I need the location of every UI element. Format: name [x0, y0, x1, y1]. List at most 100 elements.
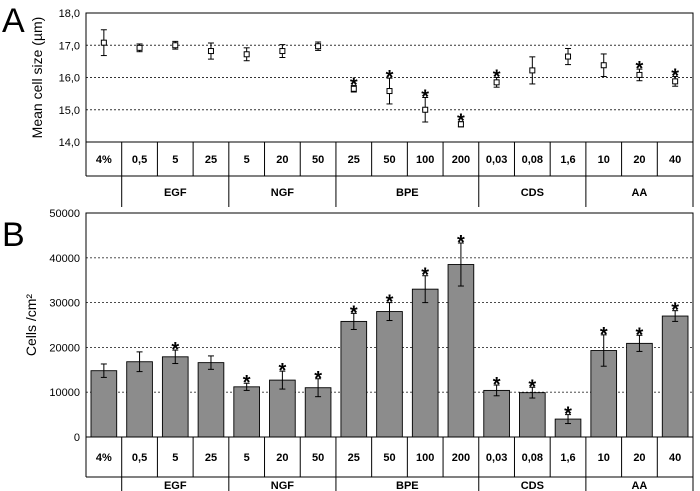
- significance-marker: *: [457, 232, 465, 254]
- category-label: 40: [669, 452, 681, 464]
- panel-a-chart: 14,0 15,0 16,0 17,0 18,0 Mean cell size (µm) *…: [29, 8, 694, 207]
- bar: [197, 362, 225, 438]
- y-tick-label: 15,0: [59, 105, 80, 117]
- group-label: NGF: [271, 187, 295, 199]
- data-point: [636, 71, 643, 78]
- y-tick-label: 17,0: [59, 40, 80, 52]
- bar: [519, 392, 546, 438]
- data-point: [207, 48, 214, 55]
- category-label: 0,03: [486, 452, 507, 464]
- significance-marker: *: [493, 67, 501, 89]
- data-point: [279, 48, 286, 55]
- panel-b-chart: 0 10000 20000 30000 40000 50000 Cells /cm² * * * *…: [23, 208, 694, 491]
- significance-marker: *: [564, 404, 572, 426]
- bar: [126, 361, 153, 438]
- bar: [340, 320, 368, 438]
- y-tick-label: 30000: [49, 298, 80, 310]
- category-label: 10: [598, 154, 610, 166]
- bar: [483, 389, 510, 438]
- significance-marker: *: [314, 368, 322, 390]
- category-label: 0,03: [486, 154, 507, 166]
- significance-marker: *: [671, 66, 679, 88]
- significance-marker: *: [528, 376, 536, 398]
- category-label: 200: [452, 452, 470, 464]
- bar: [626, 342, 653, 438]
- category-label: 25: [205, 154, 217, 166]
- y-tick-label: 10000: [49, 387, 80, 399]
- data-point: [100, 39, 107, 46]
- bar: [233, 386, 260, 438]
- data-point: [457, 121, 464, 128]
- category-label: 50: [383, 154, 395, 166]
- significance-marker: *: [350, 302, 358, 324]
- category-label: 5: [244, 452, 250, 464]
- data-point: [136, 44, 143, 51]
- data-point: [422, 106, 429, 113]
- group-label: NGF: [271, 480, 295, 491]
- category-label: 0,5: [132, 452, 147, 464]
- category-label: 5: [172, 452, 178, 464]
- group-label: BPE: [396, 480, 419, 491]
- category-label: 50: [312, 154, 324, 166]
- significance-marker: *: [386, 67, 394, 89]
- data-point: [315, 43, 322, 50]
- bar: [90, 370, 118, 438]
- panel-a-letter: A: [2, 2, 25, 40]
- category-label: 50: [312, 452, 324, 464]
- data-point: [565, 53, 572, 60]
- category-label: 40: [669, 154, 681, 166]
- significance-marker: *: [243, 372, 251, 394]
- category-label: 20: [276, 452, 288, 464]
- significance-marker: *: [421, 86, 429, 108]
- category-label: 200: [452, 154, 470, 166]
- category-label: 1,6: [560, 154, 575, 166]
- y-axis-title: Cells /cm²: [23, 294, 39, 357]
- category-label: 100: [416, 452, 434, 464]
- group-label: AA: [631, 480, 647, 491]
- category-label: 4%: [96, 154, 112, 166]
- bar: [661, 315, 689, 438]
- category-label: 10: [598, 452, 610, 464]
- y-tick-label: 16,0: [59, 73, 80, 85]
- significance-marker: *: [457, 111, 465, 133]
- bar: [376, 311, 403, 438]
- panel-b-letter: B: [2, 216, 25, 254]
- y-tick-label: 14,0: [59, 137, 80, 149]
- data-point: [672, 78, 679, 85]
- significance-marker: *: [636, 324, 644, 346]
- bar: [161, 356, 189, 438]
- y-tick-label: 20000: [49, 342, 80, 354]
- significance-marker: *: [493, 374, 501, 396]
- significance-marker: *: [636, 58, 644, 80]
- significance-marker: *: [421, 265, 429, 287]
- group-label: EGF: [164, 480, 187, 491]
- category-label: 50: [383, 452, 395, 464]
- category-label: 0,5: [132, 154, 147, 166]
- data-point: [386, 88, 393, 95]
- group-label: EGF: [164, 187, 187, 199]
- significance-marker: *: [671, 300, 679, 322]
- bar: [269, 379, 296, 438]
- category-label: 4%: [96, 452, 112, 464]
- significance-marker: *: [350, 75, 358, 97]
- significance-marker: *: [171, 339, 179, 361]
- group-label: CDS: [521, 480, 544, 491]
- bar: [411, 288, 439, 438]
- y-tick-label: 50000: [49, 208, 80, 220]
- data-point: [350, 85, 357, 92]
- significance-marker: *: [600, 324, 608, 346]
- category-label: 100: [416, 154, 434, 166]
- category-label: 0,08: [522, 452, 543, 464]
- category-label: 25: [348, 452, 360, 464]
- data-point: [243, 51, 250, 58]
- bar: [447, 264, 475, 438]
- data-point: [600, 62, 607, 69]
- data-point: [493, 79, 500, 86]
- significance-marker: *: [278, 360, 286, 382]
- category-label: 5: [172, 154, 178, 166]
- y-tick-label: 0: [74, 432, 80, 444]
- y-tick-label: 18,0: [59, 8, 80, 20]
- y-axis-title: Mean cell size (µm): [29, 17, 45, 139]
- group-label: CDS: [521, 187, 544, 199]
